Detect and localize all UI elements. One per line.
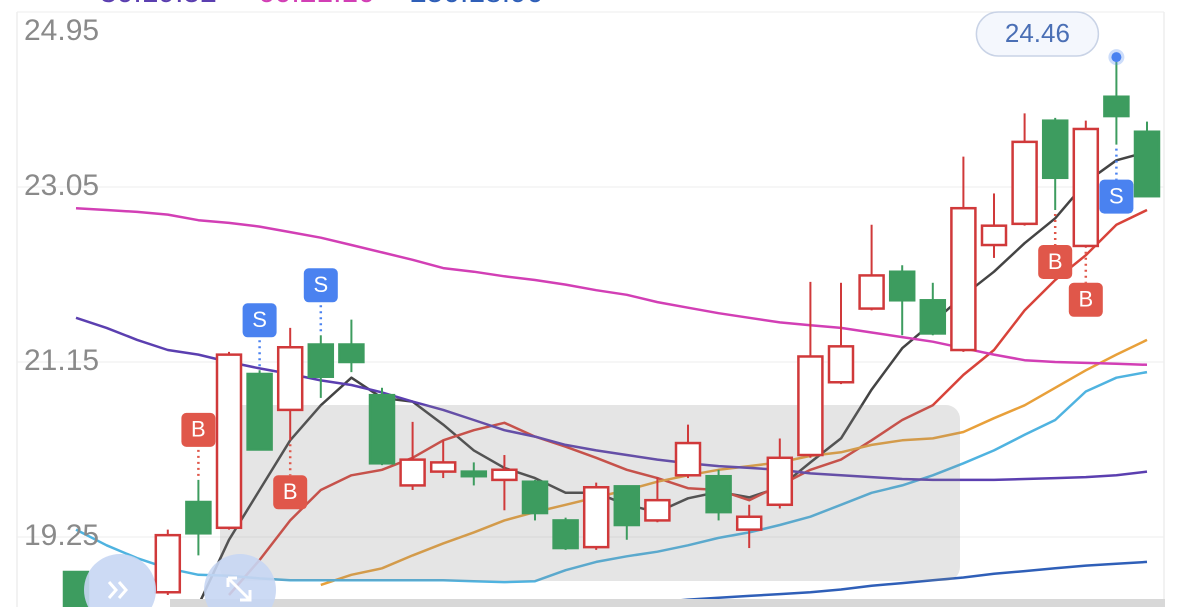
candles [62, 57, 1161, 607]
candle-body [735, 515, 763, 531]
signal-label: S [313, 272, 328, 297]
y-tick-label: 23.05 [24, 169, 99, 202]
header-label: 60:21.10 [258, 0, 375, 9]
candle-body [62, 570, 90, 607]
candle-body [950, 206, 977, 352]
y-tick-label: 24.95 [24, 14, 99, 47]
ma-line [626, 560, 1148, 606]
candle-body [582, 486, 610, 549]
candle-body [644, 498, 671, 522]
candle-body [797, 355, 824, 457]
candle-body [552, 519, 579, 550]
signal-badge [273, 475, 308, 510]
signal-label: B [1048, 249, 1063, 274]
candle-body [1041, 119, 1069, 180]
signal-label: B [191, 417, 206, 442]
ma-line [228, 208, 1148, 596]
candle-body [1133, 130, 1161, 198]
candle-body [154, 533, 182, 594]
price-bubble-label: 24.46 [1005, 18, 1070, 48]
candle-body [429, 461, 457, 473]
candle-body [766, 456, 794, 507]
expand-button[interactable] [84, 554, 156, 607]
candle-body [338, 343, 365, 364]
candle-body [827, 345, 855, 384]
candle-body [980, 224, 1008, 247]
candle-body [858, 274, 885, 310]
button-icon [107, 581, 128, 599]
candle-body [674, 441, 702, 477]
signal-badge [1099, 179, 1134, 214]
ma-line [75, 316, 1148, 482]
candle-body [1011, 140, 1038, 226]
zoom-button[interactable] [204, 554, 276, 607]
button-icon [226, 576, 252, 602]
signal-label: S [252, 307, 267, 332]
candle-body [491, 468, 518, 482]
signal-label: B [283, 479, 298, 504]
candle-body [919, 299, 947, 335]
signal-badge [1068, 282, 1103, 317]
candle-body [276, 346, 304, 412]
scrollbar [170, 599, 1165, 607]
candle-body [521, 480, 549, 515]
header: 30:19.52 60:21.10 250:18.90 [100, 0, 543, 9]
signal-badge [1038, 245, 1073, 280]
candle-body [246, 372, 273, 451]
candle-body [613, 485, 641, 527]
candle-body [1103, 95, 1130, 118]
price-bubble [975, 11, 1100, 57]
ma-line [197, 150, 1148, 606]
signal-badge [242, 303, 277, 338]
signal-badge [181, 412, 216, 447]
candle-body [215, 353, 243, 530]
header-label: 30:19.52 [100, 0, 217, 9]
candle-body [1072, 127, 1100, 248]
candle-body [460, 470, 488, 478]
candle-body [888, 270, 916, 302]
candle-body [185, 500, 212, 535]
signal-badge [303, 268, 338, 303]
candle-body [307, 343, 335, 378]
button-circle[interactable] [84, 554, 156, 607]
header-label: 250:18.90 [410, 0, 543, 9]
candle-body [705, 474, 732, 514]
price-dot-core [1111, 52, 1122, 63]
candle-body [399, 458, 426, 487]
signal-label: B [1078, 287, 1093, 312]
candle-body [368, 393, 396, 465]
y-tick-label: 19.25 [24, 519, 99, 552]
signal-label: S [1109, 183, 1124, 208]
button-circle[interactable] [204, 554, 276, 607]
axis-labels: 24.95 23.05 21.15 19.25 24.46 [24, 11, 1100, 552]
y-tick-label: 21.15 [24, 344, 99, 377]
